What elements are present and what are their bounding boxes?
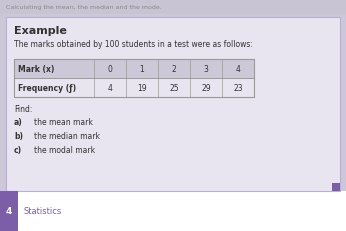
Bar — [14, 60, 254, 79]
Text: a): a) — [14, 118, 23, 126]
Text: Calculating the mean, the median and the mode.: Calculating the mean, the median and the… — [6, 5, 162, 10]
FancyBboxPatch shape — [6, 18, 340, 191]
Text: 4: 4 — [108, 84, 112, 93]
Bar — [14, 60, 254, 97]
Text: 0: 0 — [108, 65, 112, 74]
Text: 29: 29 — [201, 84, 211, 93]
Text: the mean mark: the mean mark — [34, 118, 93, 126]
Text: 2: 2 — [172, 65, 176, 74]
Text: The marks obtained by 100 students in a test were as follows:: The marks obtained by 100 students in a … — [14, 40, 253, 49]
Text: Frequency (ƒ): Frequency (ƒ) — [18, 84, 76, 93]
Text: Example: Example — [14, 26, 67, 36]
Text: 19: 19 — [137, 84, 147, 93]
Text: Find:: Find: — [14, 105, 33, 113]
Text: 1: 1 — [140, 65, 144, 74]
Bar — [332, 183, 340, 191]
Text: 4: 4 — [6, 207, 12, 216]
Bar — [0, 191, 18, 231]
Text: 25: 25 — [169, 84, 179, 93]
Text: Mark (x): Mark (x) — [18, 65, 54, 74]
Text: Statistics: Statistics — [24, 207, 62, 216]
Text: the modal mark: the modal mark — [34, 145, 95, 154]
Bar — [0, 0, 346, 15]
Bar — [0, 191, 346, 231]
Text: 3: 3 — [203, 65, 208, 74]
Text: 23: 23 — [233, 84, 243, 93]
Text: 4: 4 — [236, 65, 240, 74]
Text: b): b) — [14, 131, 23, 140]
Bar — [14, 79, 254, 97]
Text: the median mark: the median mark — [34, 131, 100, 140]
Text: c): c) — [14, 145, 22, 154]
